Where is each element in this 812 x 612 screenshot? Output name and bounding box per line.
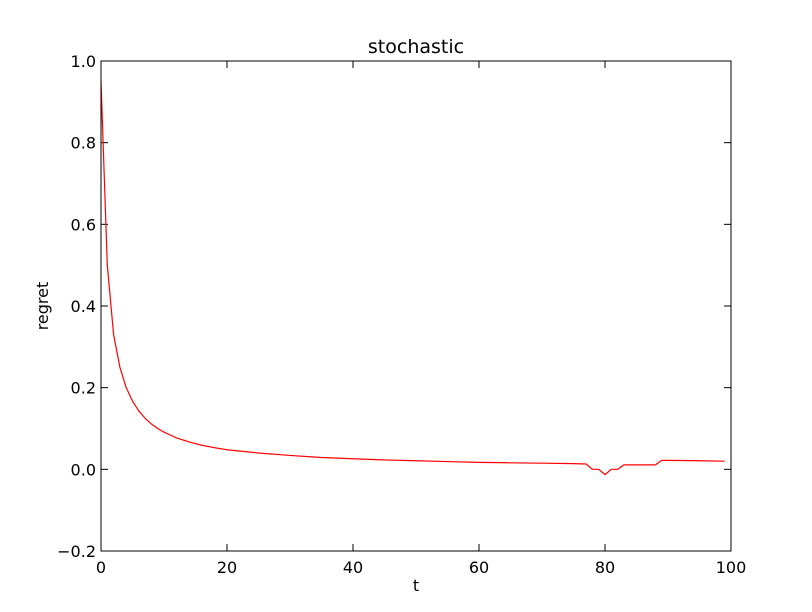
chart-title: stochastic xyxy=(368,36,464,58)
plot-frame xyxy=(100,60,732,552)
y-tick-label: 0.4 xyxy=(71,297,96,316)
x-tick-label: 20 xyxy=(217,558,237,577)
y-axis-label: regret xyxy=(33,282,52,331)
y-tick-label: 0.0 xyxy=(71,460,96,479)
x-axis-label: t xyxy=(413,576,419,595)
tick-labels-layer: 0 20 40 60 80 100 −0.2 0.0 0.2 0.4 0.6 0.8 1.0 xyxy=(57,52,746,577)
y-tick-label: 0.8 xyxy=(71,134,96,153)
ticks-layer xyxy=(100,60,732,552)
x-tick-label: 0 xyxy=(96,558,106,577)
x-tick-label: 80 xyxy=(595,558,615,577)
y-tick-label: 0.2 xyxy=(71,379,96,398)
x-tick-label: 100 xyxy=(716,558,747,577)
series-line xyxy=(100,81,725,476)
x-tick-label: 40 xyxy=(343,558,363,577)
y-tick-label: 1.0 xyxy=(71,52,96,71)
y-tick-label: −0.2 xyxy=(57,542,96,561)
y-tick-label: 0.6 xyxy=(71,215,96,234)
series-layer xyxy=(100,81,725,476)
x-tick-label: 60 xyxy=(469,558,489,577)
